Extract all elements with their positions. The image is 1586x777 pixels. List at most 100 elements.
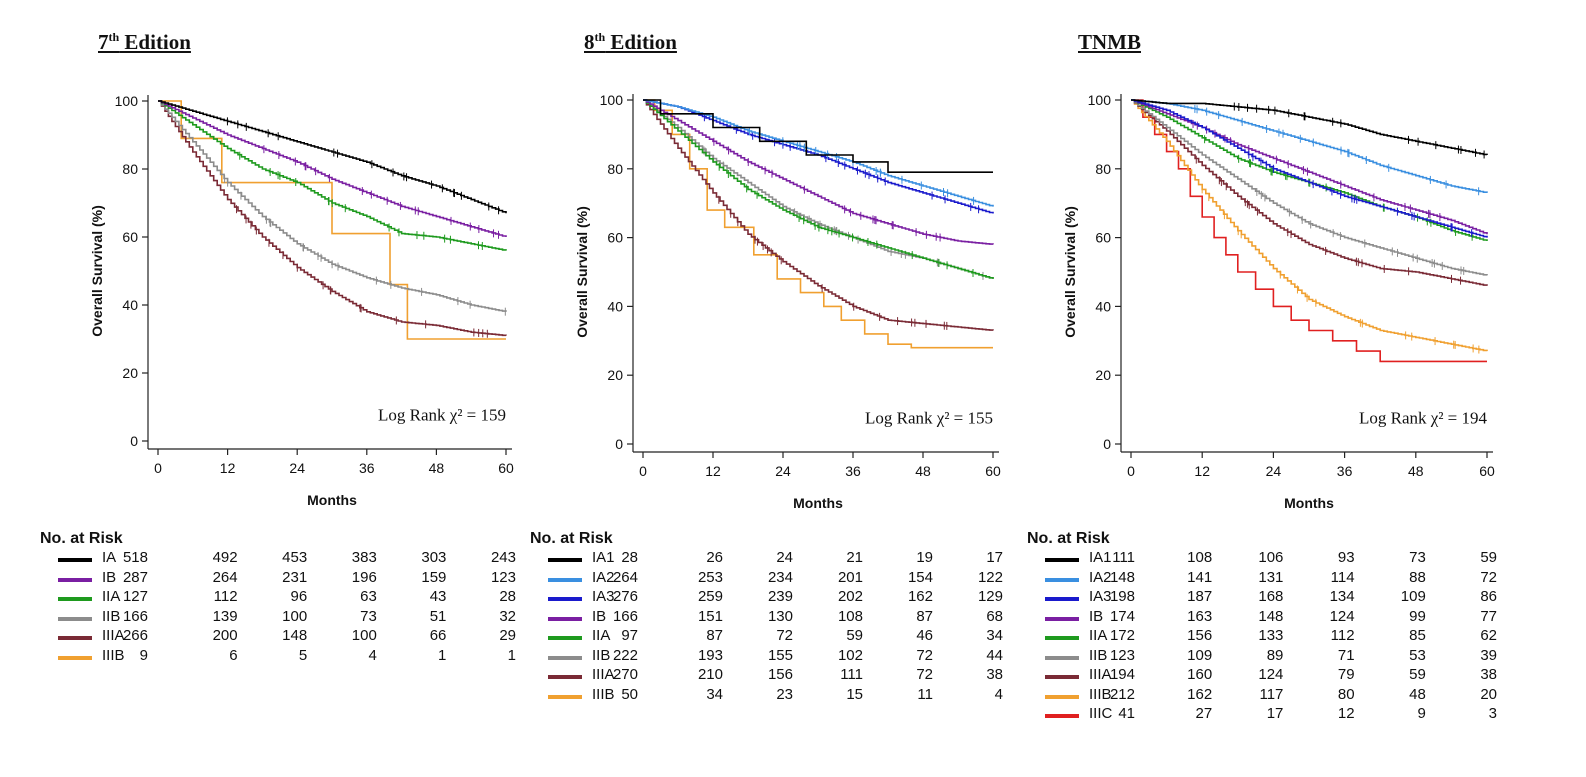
risk-row-label: IIA	[102, 588, 121, 605]
x-tick-label: 0	[154, 460, 162, 476]
risk-count: 100	[282, 607, 308, 625]
risk-count: 166	[122, 607, 148, 625]
risk-count: 89	[1266, 646, 1284, 664]
risk-count: 383	[351, 549, 377, 566]
risk-count: 72	[916, 646, 933, 664]
risk-count: 72	[776, 627, 793, 644]
legend-swatch	[1045, 597, 1079, 601]
risk-count: 20	[1480, 685, 1497, 703]
risk-row: IA2 148 141 131 114 88 72	[1027, 569, 1507, 589]
x-tick-label: 48	[915, 463, 931, 479]
risk-count: 99	[1409, 607, 1426, 625]
risk-count: 39	[1480, 646, 1497, 664]
risk-row: IA2 264 253 234 201 154 122	[530, 569, 1010, 589]
risk-count: 21	[846, 549, 863, 566]
legend-swatch	[58, 577, 92, 582]
y-tick-label: 80	[607, 161, 623, 177]
risk-count: 117	[1259, 685, 1284, 703]
risk-count: 29	[499, 627, 516, 644]
risk-row: IIIB 212 162 117 80 48 20	[1027, 686, 1507, 706]
risk-count: 11	[917, 685, 933, 703]
risk-count: 73	[360, 607, 377, 625]
x-tick-label: 60	[498, 460, 514, 476]
x-tick-label: 24	[775, 463, 791, 479]
risk-row: IIIA 194 160 124 79 59 38	[1027, 666, 1507, 686]
risk-count: 212	[1109, 685, 1135, 703]
risk-count: 114	[1330, 568, 1355, 586]
risk-count: 28	[621, 549, 638, 566]
x-axis-label: Months	[793, 495, 843, 511]
risk-row-label: IB	[1089, 607, 1104, 625]
x-tick-label: 24	[289, 460, 305, 476]
risk-count: 73	[1409, 549, 1426, 566]
risk-count: 139	[212, 607, 238, 625]
risk-table-header: No. at Risk	[530, 530, 613, 547]
risk-count: 259	[697, 588, 723, 605]
y-tick-label: 60	[122, 229, 138, 245]
risk-count: 264	[612, 568, 638, 586]
y-tick-label: 80	[1095, 161, 1111, 177]
series-ia1	[643, 99, 993, 173]
risk-count: 266	[122, 627, 148, 644]
y-tick-label: 20	[607, 367, 623, 383]
risk-count: 44	[986, 646, 1003, 664]
risk-count: 303	[421, 549, 447, 566]
series-ia	[158, 100, 507, 215]
risk-count: 156	[1187, 627, 1213, 644]
legend-swatch	[1045, 655, 1079, 660]
risk-count: 17	[986, 549, 1003, 566]
panel-title: TNMB	[1078, 30, 1141, 54]
legend-swatch	[1045, 694, 1079, 699]
risk-count: 3	[1488, 705, 1497, 722]
risk-count: 87	[706, 627, 723, 644]
risk-row: IIB 166 139 100 73 51 32	[40, 608, 520, 628]
risk-count: 200	[212, 627, 238, 644]
survival-curve	[1131, 99, 1488, 193]
risk-row: IIA 97 87 72 59 46 34	[530, 627, 1010, 647]
risk-row-label: IA2	[592, 568, 615, 586]
risk-count: 28	[499, 588, 516, 605]
y-tick-label: 100	[115, 93, 139, 109]
risk-count: 129	[977, 588, 1003, 605]
legend-swatch	[548, 616, 582, 621]
survival-curve	[643, 99, 994, 279]
legend-swatch	[1045, 577, 1079, 582]
risk-count: 106	[1258, 549, 1284, 566]
risk-table: No. at Risk IA1 111 108 106 93 73 59 IA2 148 141 13…	[1027, 530, 1507, 725]
risk-row: IA1 28 26 24 21 19 17	[530, 549, 1010, 569]
panel-7th-edition: 7th Edition 0 20 40 60 80 100 0 12 24 36 48 60 Month…	[0, 0, 520, 777]
risk-row-label: IA2	[1089, 568, 1112, 586]
legend-swatch	[1045, 558, 1079, 562]
risk-count: 111	[1112, 549, 1135, 566]
y-tick-label: 20	[122, 365, 138, 381]
x-tick-label: 12	[1194, 463, 1210, 479]
risk-count: 210	[697, 666, 723, 683]
risk-count: 141	[1187, 568, 1213, 586]
risk-count: 155	[767, 646, 793, 664]
risk-count: 1	[438, 646, 447, 664]
risk-count: 196	[351, 568, 377, 586]
risk-count: 80	[1337, 685, 1355, 703]
risk-count: 88	[1409, 568, 1426, 586]
series-ia1	[1131, 99, 1488, 159]
risk-count: 38	[1480, 666, 1497, 683]
x-tick-label: 12	[705, 463, 721, 479]
legend-swatch	[548, 675, 582, 679]
legend-swatch	[548, 636, 582, 640]
legend-swatch	[58, 636, 92, 640]
y-tick-label: 100	[600, 92, 624, 108]
risk-row: IIIA 266 200 148 100 66 29	[40, 627, 520, 647]
risk-row-label: IIIB	[1089, 685, 1112, 703]
panel-8th-edition: 8th Edition 0 20 40 60 80 100 0 12 24 36 48 60 Month…	[0, 0, 1003, 777]
risk-row: IA1 111 108 106 93 73 59	[1027, 549, 1507, 569]
risk-row-label: IIIB	[102, 646, 125, 664]
series-iiib	[1131, 99, 1488, 354]
risk-row: IIB 123 109 89 71 53 39	[1027, 647, 1507, 667]
y-tick-label: 40	[1095, 298, 1111, 314]
series-ib	[1131, 99, 1488, 235]
x-tick-label: 12	[220, 460, 236, 476]
risk-count: 85	[1409, 627, 1426, 644]
risk-count: 276	[612, 588, 638, 605]
